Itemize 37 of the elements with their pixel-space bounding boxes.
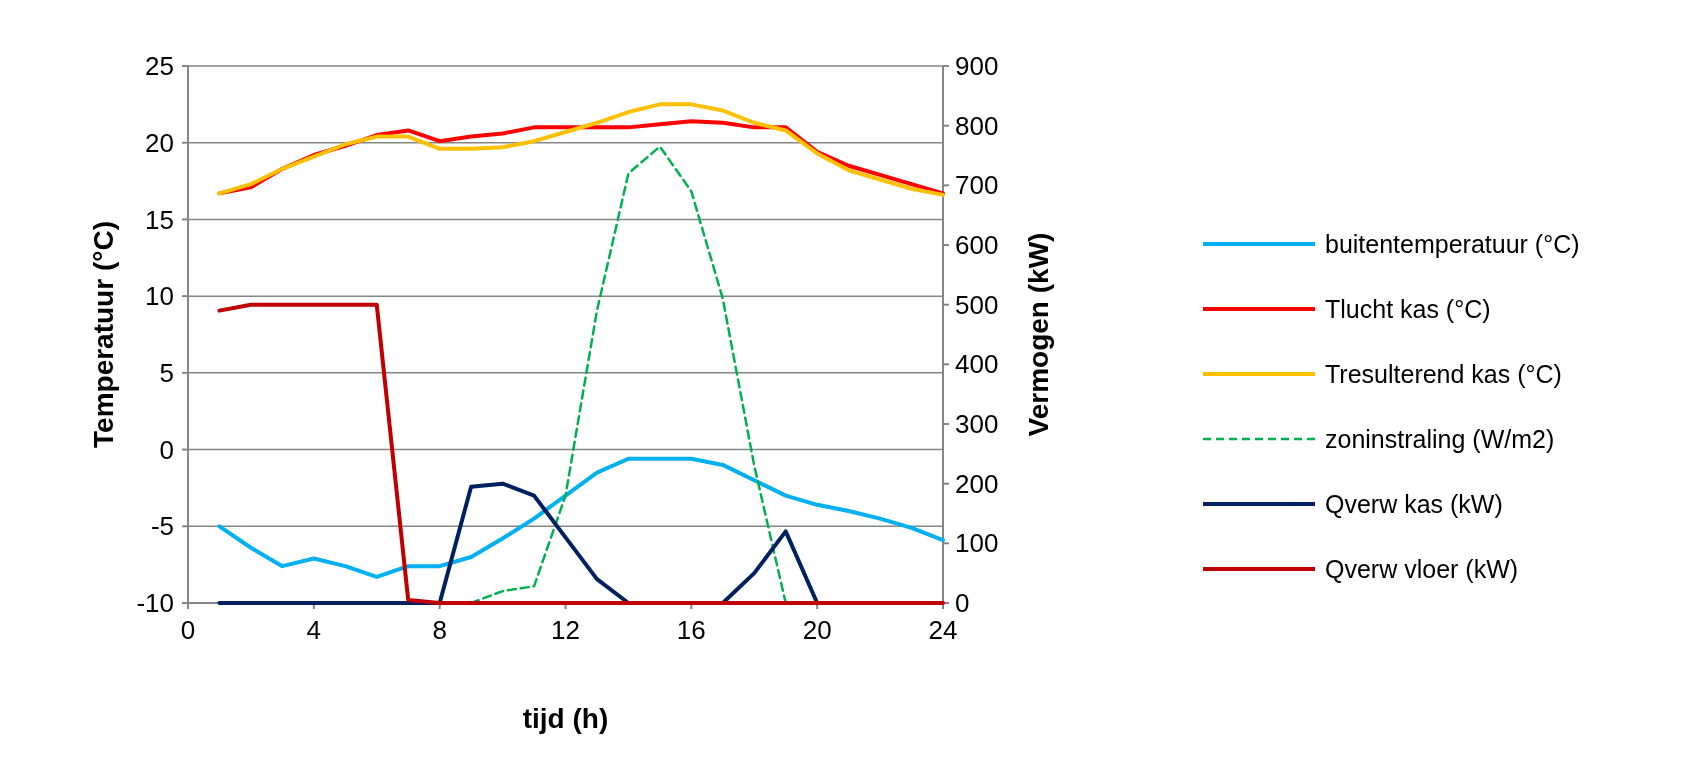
x-tick-label: 16 [676,615,706,645]
y-tick-label: 25 [145,51,174,82]
y2-tick-label: 900 [955,51,999,82]
y2-tick-label: 300 [955,409,999,440]
legend-label: Qverw vloer (kW) [1325,554,1519,583]
y-tick-label: 15 [145,204,174,235]
legend-label: zoninstraling (W/m2) [1325,424,1555,453]
y2-tick-label: 400 [955,349,999,380]
y2-tick-label: 700 [955,170,999,201]
y2-axis-title: Vermogen (kW) [1023,232,1054,437]
y-tick-label: 5 [159,357,174,388]
y-tick-label: 20 [145,127,174,158]
y-tick-label: -10 [136,588,174,619]
line-series [217,102,945,197]
y-tick-label: 0 [159,434,174,465]
y2-tick-label: 100 [955,528,999,559]
y-axis-title: Temperatuur (°C) [88,221,119,448]
x-tick-label: 0 [180,615,196,645]
line-series [217,302,945,605]
x-tick-label: 4 [306,615,322,645]
legend-label: Qverw kas (kW) [1325,489,1503,518]
y2-tick-label: 500 [955,289,999,320]
y2-tick-label: 200 [955,468,999,499]
x-tick-label: 20 [802,615,832,645]
legend-label: Tlucht kas (°C) [1325,294,1491,323]
line-series [217,456,945,579]
x-tick-label: 24 [928,615,958,645]
y2-tick-label: 800 [955,110,999,141]
x-tick-label: 12 [551,615,580,645]
y2-tick-label: 600 [955,230,999,261]
legend-label: buitentemperatuur (°C) [1325,229,1580,258]
y-tick-label: 10 [145,281,174,312]
legend-label: Tresulterend kas (°C) [1325,359,1562,388]
y2-tick-label: 0 [955,588,970,619]
y-tick-label: -5 [150,511,174,542]
x-tick-label: 8 [432,615,447,645]
x-axis-title: tijd (h) [522,703,609,734]
